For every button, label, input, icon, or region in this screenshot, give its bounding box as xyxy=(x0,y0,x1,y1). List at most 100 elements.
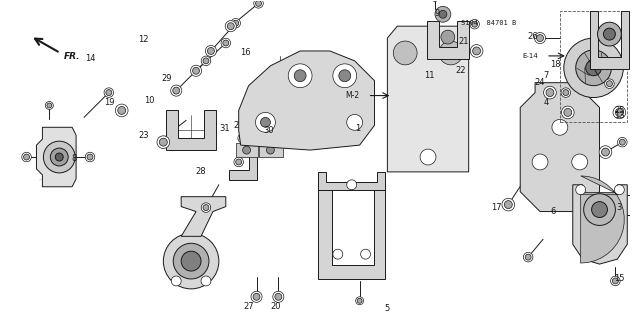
Text: M-2: M-2 xyxy=(346,91,360,100)
Circle shape xyxy=(470,44,483,57)
Circle shape xyxy=(420,149,436,165)
Circle shape xyxy=(55,153,63,161)
Circle shape xyxy=(613,106,625,119)
Text: 27: 27 xyxy=(243,302,254,311)
Circle shape xyxy=(473,47,480,55)
Circle shape xyxy=(231,19,241,28)
Circle shape xyxy=(106,90,112,96)
Circle shape xyxy=(537,35,544,42)
Circle shape xyxy=(439,41,463,65)
Text: 12: 12 xyxy=(138,35,149,44)
Circle shape xyxy=(118,107,126,114)
Circle shape xyxy=(564,38,624,98)
Circle shape xyxy=(23,154,30,160)
Circle shape xyxy=(439,10,447,18)
Circle shape xyxy=(221,38,230,48)
Circle shape xyxy=(347,114,363,130)
Circle shape xyxy=(242,146,251,154)
Circle shape xyxy=(333,249,343,259)
Circle shape xyxy=(534,33,546,44)
Circle shape xyxy=(564,108,572,116)
Circle shape xyxy=(611,276,620,286)
Text: 14: 14 xyxy=(85,54,95,63)
Circle shape xyxy=(51,148,68,166)
Text: 23: 23 xyxy=(138,131,149,140)
Circle shape xyxy=(561,88,570,97)
Circle shape xyxy=(256,0,261,6)
Circle shape xyxy=(275,293,282,300)
Circle shape xyxy=(256,112,275,132)
Circle shape xyxy=(203,204,209,211)
Text: 15: 15 xyxy=(614,275,625,284)
Polygon shape xyxy=(520,83,599,212)
Circle shape xyxy=(115,104,128,117)
Circle shape xyxy=(505,201,512,209)
Circle shape xyxy=(205,45,216,57)
Circle shape xyxy=(251,291,262,302)
Bar xyxy=(560,11,627,122)
Circle shape xyxy=(612,278,618,284)
Bar xyxy=(235,143,258,157)
Circle shape xyxy=(572,154,587,170)
Circle shape xyxy=(85,152,95,162)
Circle shape xyxy=(233,20,239,26)
Circle shape xyxy=(435,6,451,22)
Text: 4: 4 xyxy=(543,98,549,107)
Circle shape xyxy=(273,291,284,302)
Circle shape xyxy=(266,146,274,154)
Circle shape xyxy=(393,41,417,65)
Circle shape xyxy=(240,135,246,141)
Circle shape xyxy=(227,23,234,30)
Circle shape xyxy=(599,146,612,158)
Circle shape xyxy=(592,202,608,218)
Circle shape xyxy=(44,141,75,173)
Circle shape xyxy=(586,60,601,76)
Circle shape xyxy=(598,22,622,46)
Circle shape xyxy=(361,249,370,259)
Circle shape xyxy=(171,85,182,96)
Circle shape xyxy=(181,251,201,271)
Text: 10: 10 xyxy=(144,96,154,105)
Text: 31: 31 xyxy=(220,124,230,133)
Circle shape xyxy=(294,70,306,82)
Text: 11: 11 xyxy=(423,71,434,80)
Text: 1: 1 xyxy=(355,124,360,133)
Text: 16: 16 xyxy=(241,48,251,57)
Text: S104  84701 B: S104 84701 B xyxy=(461,20,516,26)
Text: 30: 30 xyxy=(263,126,273,135)
Circle shape xyxy=(288,64,312,88)
Circle shape xyxy=(546,89,554,97)
Polygon shape xyxy=(427,21,468,59)
Text: 9: 9 xyxy=(434,9,439,18)
Circle shape xyxy=(157,136,170,148)
Circle shape xyxy=(357,298,362,303)
Text: 26: 26 xyxy=(528,32,539,41)
Bar xyxy=(258,143,284,157)
Circle shape xyxy=(502,198,515,211)
Circle shape xyxy=(192,67,199,74)
Circle shape xyxy=(173,87,180,94)
Polygon shape xyxy=(37,127,76,187)
Polygon shape xyxy=(166,110,216,150)
Circle shape xyxy=(544,86,556,99)
Circle shape xyxy=(173,243,209,279)
Circle shape xyxy=(47,103,52,108)
Text: 17: 17 xyxy=(491,203,502,212)
Circle shape xyxy=(201,203,211,212)
Circle shape xyxy=(22,152,31,162)
Text: 5: 5 xyxy=(385,304,390,313)
Text: 18: 18 xyxy=(551,60,561,69)
Circle shape xyxy=(552,119,568,135)
Text: E-14: E-14 xyxy=(522,53,538,59)
Circle shape xyxy=(606,81,612,87)
Polygon shape xyxy=(573,185,627,264)
Circle shape xyxy=(615,108,624,116)
Circle shape xyxy=(333,64,356,88)
Circle shape xyxy=(470,20,479,29)
Circle shape xyxy=(253,293,260,300)
Circle shape xyxy=(223,40,229,46)
Circle shape xyxy=(254,0,263,8)
Text: FR.: FR. xyxy=(64,52,81,61)
Circle shape xyxy=(576,50,611,86)
Text: 7: 7 xyxy=(543,71,549,80)
